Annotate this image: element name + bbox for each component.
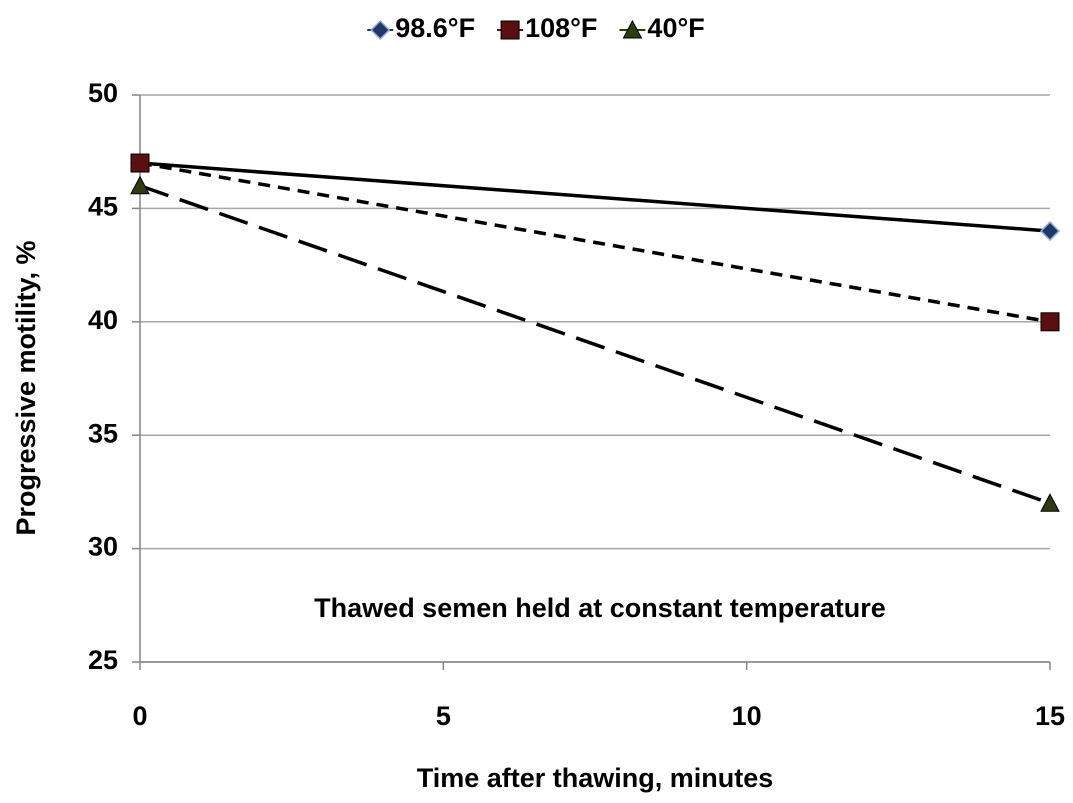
marker (1040, 312, 1060, 332)
x-tick-label: 5 (436, 701, 451, 731)
x-tick-label: 10 (732, 701, 762, 731)
y-axis-label: Progressive motility, % (11, 240, 41, 535)
series-line (139, 161, 1051, 233)
series-line (139, 184, 1051, 505)
x-tick-label: 0 (132, 701, 147, 731)
y-tick-label: 40 (88, 305, 118, 335)
legend-marker (500, 20, 520, 40)
marker (130, 153, 150, 173)
legend-label: 98.6°F (395, 13, 475, 43)
y-tick-label: 25 (88, 645, 118, 675)
x-tick-label: 15 (1035, 701, 1065, 731)
y-tick-label: 30 (88, 532, 118, 562)
legend-marker (370, 19, 391, 41)
legend-label: 108°F (525, 13, 597, 43)
annotation: Thawed semen held at constant temperatur… (314, 593, 886, 623)
legend: 98.6°F 108°F 40°F (367, 13, 705, 43)
marker (130, 175, 150, 195)
x-axis-label: Time after thawing, minutes (417, 763, 774, 793)
y-tick-label: 50 (88, 78, 118, 108)
series-line (139, 161, 1051, 324)
marker (1040, 493, 1060, 512)
marker (1039, 221, 1061, 242)
y-tick-label: 35 (88, 418, 118, 448)
legend-marker (622, 19, 643, 39)
y-tick-label: 45 (88, 192, 118, 222)
legend-label: 40°F (647, 13, 704, 43)
